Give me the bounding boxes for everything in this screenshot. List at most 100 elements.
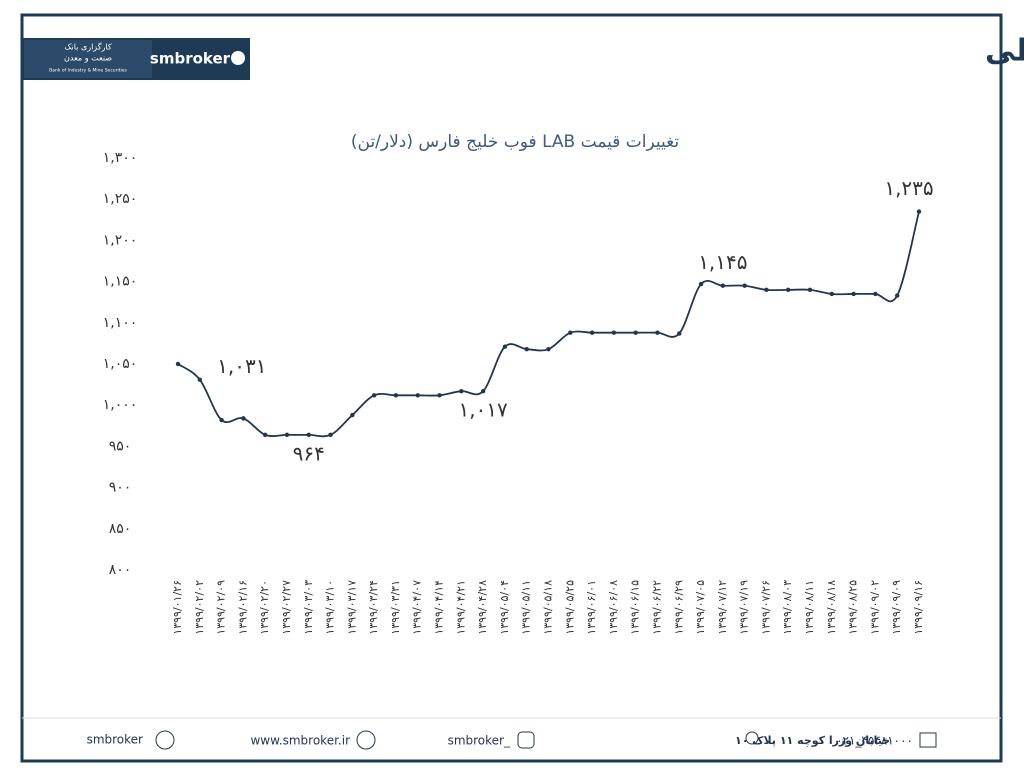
data-point	[524, 346, 529, 352]
location-icon	[745, 731, 759, 745]
frame	[20, 13, 1003, 763]
x-tick-label: ۱۳۹۹/۰۱/۲۶	[171, 580, 184, 635]
x-tick-label: ۱۳۹۹/۰۹/۱۶	[912, 580, 925, 635]
data-point	[742, 283, 747, 288]
y-tick-label: ۹۰۰	[109, 480, 132, 496]
phone-icon	[919, 732, 937, 748]
x-tick-label: ۱۳۹۹/۰۶/۰۸	[607, 580, 620, 635]
y-tick-label: ۱,۰۰۰	[103, 397, 138, 413]
x-tick-label: ۱۳۹۹/۰۵/۱۱	[520, 580, 533, 635]
data-point	[437, 393, 442, 398]
data-point	[895, 293, 900, 298]
x-tick-label: ۱۳۹۹/۰۹/۰۲	[868, 580, 881, 635]
y-tick-label: ۱,۰۵۰	[103, 356, 138, 372]
x-tick-label: ۱۳۹۹/۰۷/۱۹	[738, 580, 751, 635]
x-tick-label: ۱۳۹۹/۰۲/۰۲	[193, 580, 206, 635]
data-point	[589, 330, 595, 335]
x-tick-label: ۱۳۹۹/۰۲/۰۹	[215, 580, 228, 635]
data-point	[873, 291, 878, 297]
x-tick-label: ۱۳۹۹/۰۴/۲۱	[454, 580, 467, 635]
data-point	[459, 388, 464, 394]
chart-title: تغییرات قیمت LAB فوب خلیج فارس (دلار/تن)	[351, 132, 679, 152]
value-label: ۹۶۴	[293, 441, 325, 465]
x-tick-label: ۱۳۹۹/۰۸/۰۳	[781, 580, 794, 635]
brand: smbroker	[150, 50, 231, 68]
y-tick-label: ۱,۲۵۰	[103, 191, 138, 207]
footer-instagram: smbroker_	[448, 734, 511, 748]
data-point	[568, 330, 573, 335]
x-tick-label: ۱۳۹۹/۰۴/۱۴	[433, 580, 446, 635]
data-point	[262, 432, 268, 438]
data-point	[786, 287, 791, 293]
data-point	[633, 330, 638, 335]
x-tick-label: ۱۳۹۹/۰۶/۲۲	[650, 580, 663, 635]
data-point	[916, 209, 922, 214]
value-label: ۱,۰۱۷	[458, 398, 508, 422]
y-tick-label: ۱,۱۰۰	[103, 315, 138, 331]
bank-name-2: صنعت و معدن	[64, 54, 112, 63]
y-tick-label: ۱,۳۰۰	[103, 150, 138, 166]
y-tick-label: ۹۵۰	[109, 438, 132, 454]
data-point	[480, 388, 486, 394]
telegram-icon	[231, 51, 245, 65]
data-point	[393, 393, 399, 398]
x-tick-label: ۱۳۹۹/۰۳/۰۳	[302, 580, 315, 635]
instagram-icon	[517, 731, 535, 749]
data-point	[175, 361, 181, 367]
data-point	[546, 346, 551, 352]
data-point	[350, 412, 355, 418]
data-point	[328, 432, 333, 438]
data-point	[764, 287, 769, 293]
x-tick-label: ۱۳۹۹/۰۶/۱۵	[629, 580, 642, 635]
y-tick-label: ۸۰۰	[109, 562, 132, 578]
data-point	[371, 393, 377, 398]
data-point	[306, 432, 311, 438]
telegram-footer-icon	[155, 730, 175, 750]
x-tick-label: ۱۳۹۹/۰۸/۲۵	[847, 580, 860, 635]
data-point	[698, 281, 704, 287]
x-tick-label: ۱۳۹۹/۰۷/۰۵	[694, 580, 707, 635]
value-label: ۱,۱۴۵	[698, 250, 747, 274]
x-tick-label: ۱۳۹۹/۰۵/۲۵	[563, 580, 576, 635]
y-tick-label: ۱,۲۰۰	[103, 232, 138, 248]
data-point	[677, 331, 682, 336]
data-point	[197, 377, 202, 382]
data-point	[807, 287, 813, 293]
data-point	[502, 344, 508, 349]
x-tick-label: ۱۳۹۹/۰۳/۱۰	[324, 580, 337, 635]
data-point	[720, 283, 726, 288]
x-tick-label: ۱۳۹۹/۰۴/۰۷	[411, 580, 424, 635]
bank-name: کارگزاری بانک	[64, 42, 111, 52]
x-tick-label: ۱۳۹۹/۰۶/۲۹	[672, 580, 685, 635]
x-tick-label: ۱۳۹۹/۰۲/۲۷	[280, 580, 293, 635]
x-tick-label: ۱۳۹۹/۰۲/۱۶	[236, 580, 249, 635]
x-tick-label: ۱۳۹۹/۰۲/۲۰	[258, 580, 271, 635]
x-tick-label: ۱۳۹۹/۰۸/۱۱	[803, 580, 816, 635]
value-label: ۱,۲۳۵	[884, 176, 933, 200]
y-tick-label: ۸۵۰	[109, 521, 132, 537]
data-point	[241, 416, 246, 421]
x-tick-label: ۱۳۹۹/۰۷/۲۶	[759, 580, 772, 635]
footer-phone: ۰۲۱_۴۵۴۸۱۰۰۰	[836, 734, 913, 748]
x-tick-label: ۱۳۹۹/۰۵/۰۴	[498, 580, 511, 635]
data-point	[219, 417, 224, 423]
x-tick-label: ۱۳۹۹/۰۶/۰۱	[585, 580, 598, 635]
data-point	[415, 393, 420, 398]
x-tick-label: ۱۳۹۹/۰۵/۱۸	[542, 580, 555, 635]
x-tick-label: ۱۳۹۹/۰۸/۱۸	[825, 580, 838, 635]
page-title: صعود قیمت آلکیل بنزن خطی	[985, 32, 1024, 69]
x-tick-label: ۱۳۹۹/۰۳/۲۴	[367, 580, 380, 635]
bank-en: Bank of Industry & Mine Securities	[49, 68, 127, 74]
footer-address: خیابان وزرا کوچه ۱۱ پلاک ۱۰	[735, 734, 890, 747]
web-icon	[356, 730, 376, 750]
data-point	[611, 330, 617, 335]
x-tick-label: ۱۳۹۹/۰۳/۳۱	[389, 580, 402, 635]
x-tick-label: ۱۳۹۹/۰۴/۲۸	[476, 580, 489, 635]
x-tick-label: ۱۳۹۹/۰۹/۰۹	[890, 580, 903, 635]
footer-telegram: smbroker	[87, 733, 143, 747]
data-point	[284, 432, 290, 438]
bank-logo-box	[24, 40, 152, 78]
data-point	[851, 291, 856, 297]
